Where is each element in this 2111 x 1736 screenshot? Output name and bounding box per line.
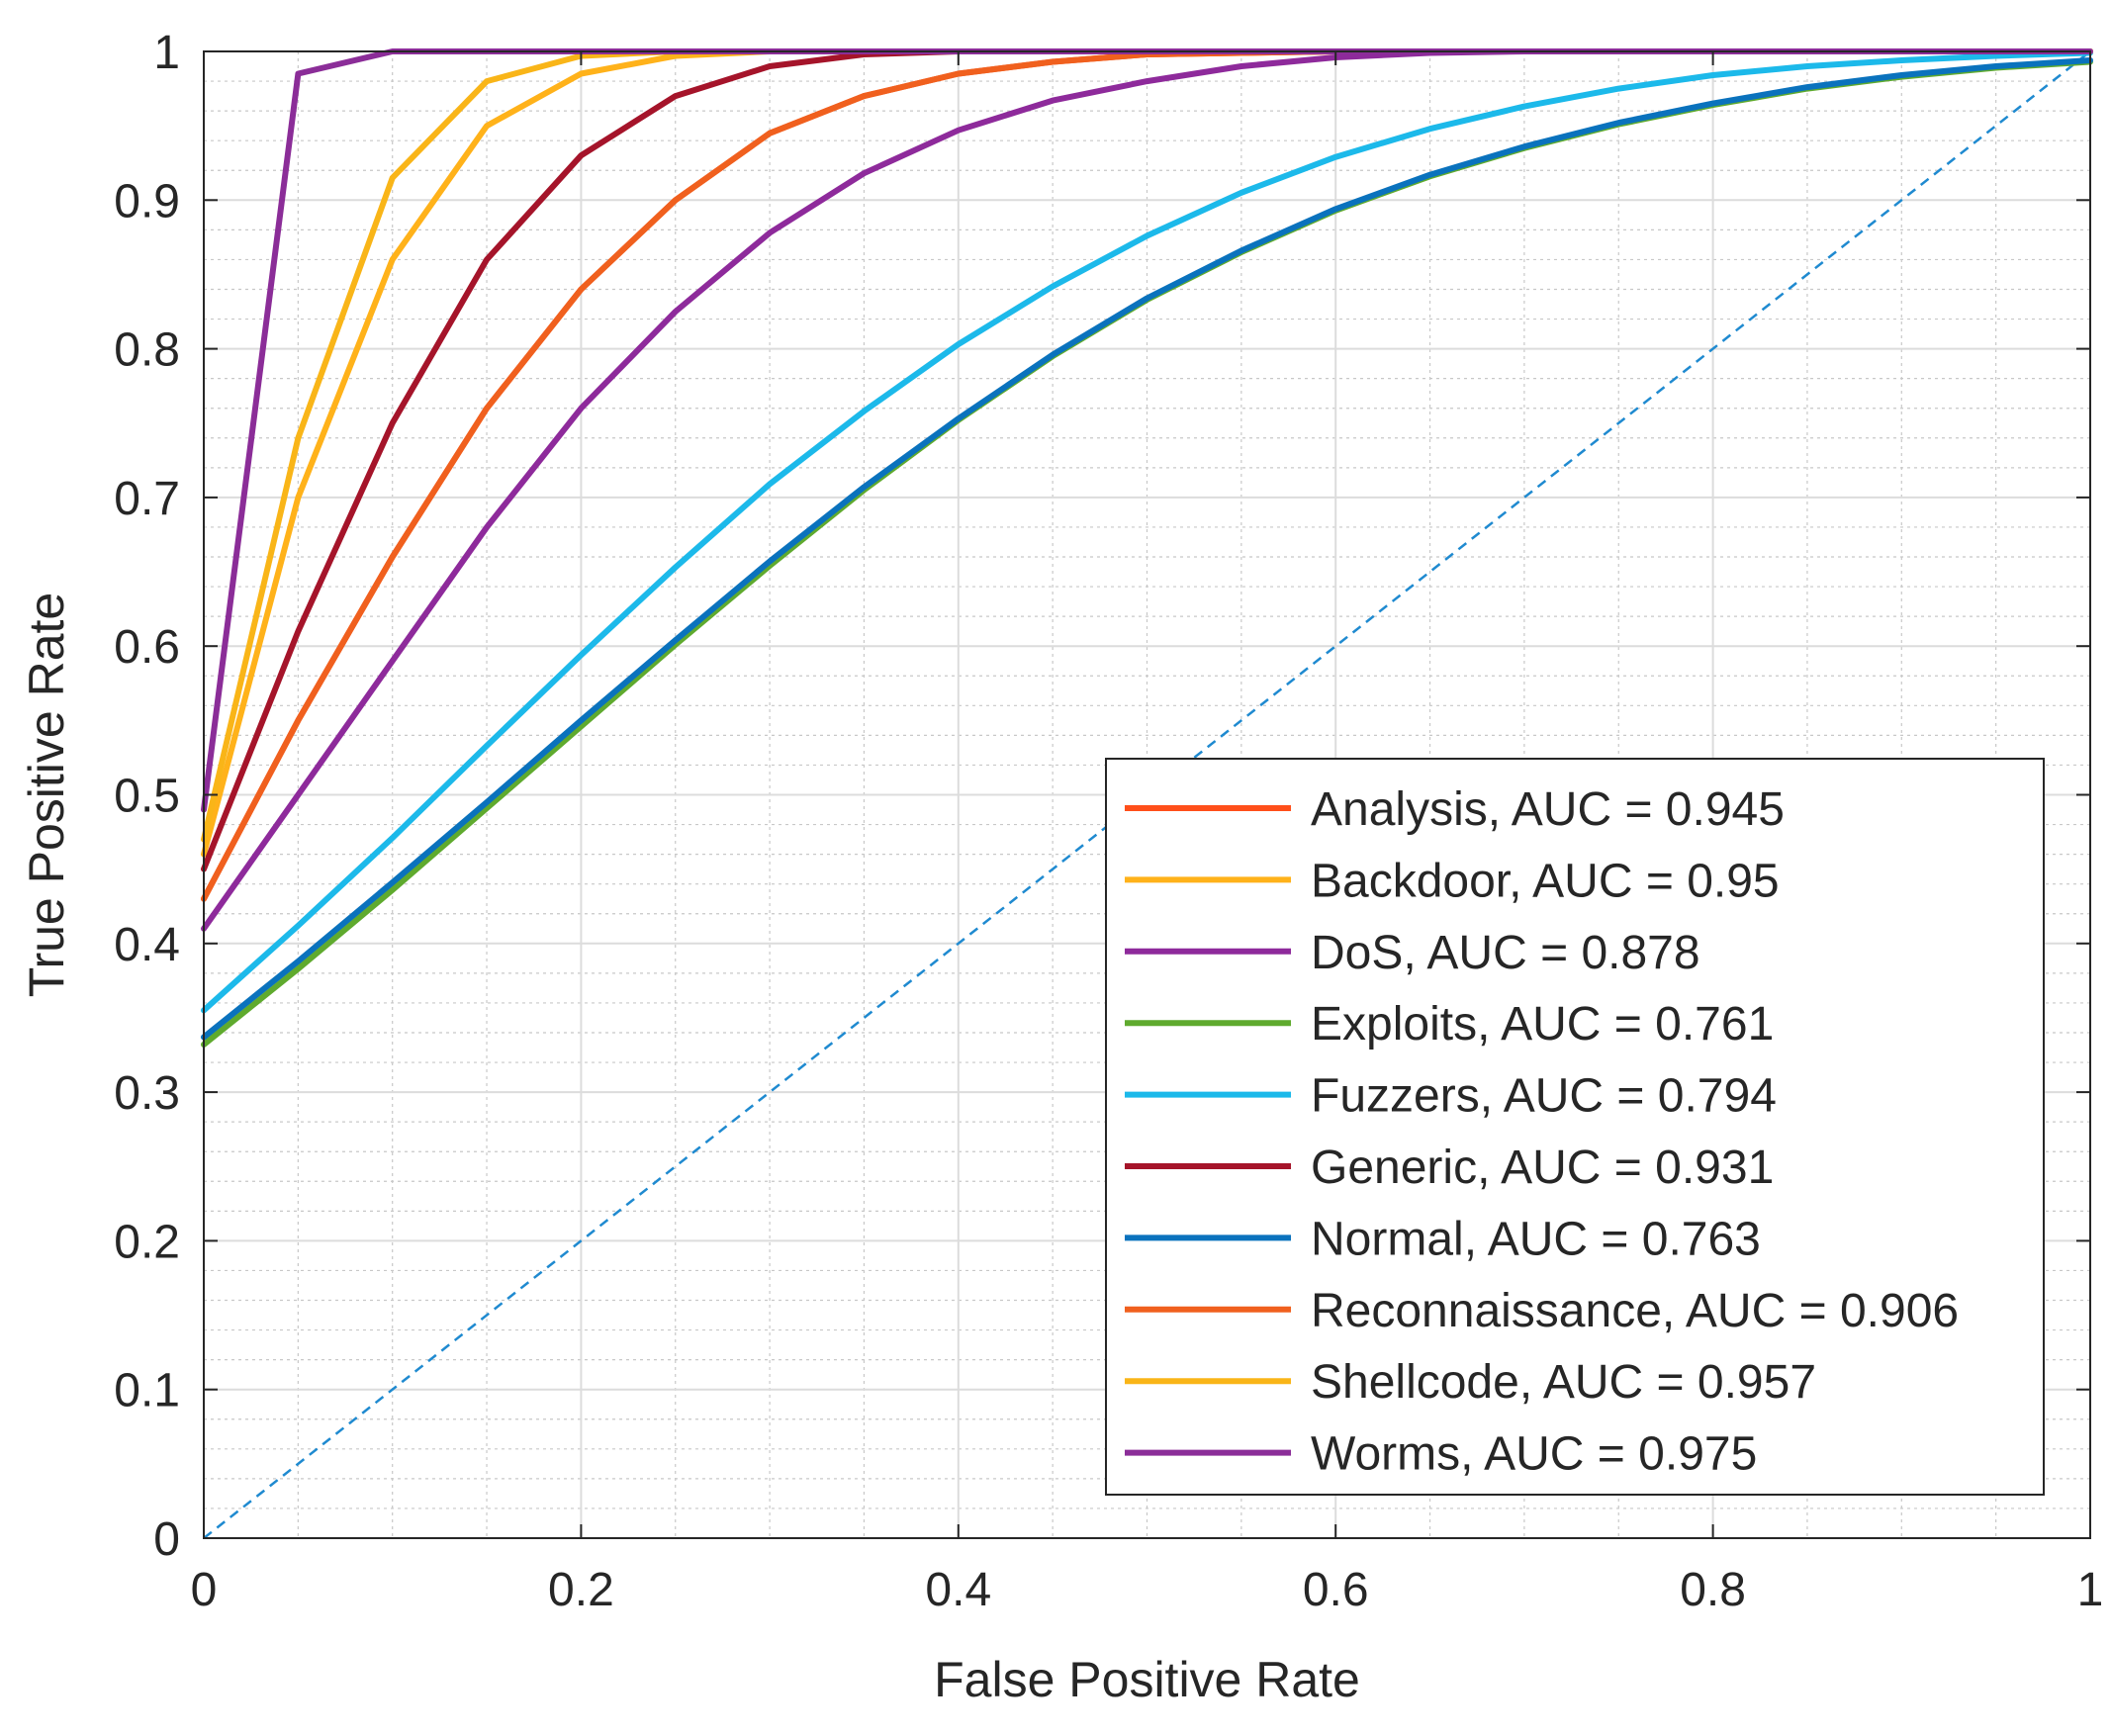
y-tick-label: 0.1 [114, 1365, 180, 1417]
x-tick-label: 0.8 [1680, 1564, 1746, 1616]
legend-label-7: Reconnaissance, AUC = 0.906 [1311, 1285, 1959, 1337]
x-tick-label: 0.6 [1303, 1564, 1369, 1616]
legend-label-8: Shellcode, AUC = 0.957 [1311, 1356, 1816, 1409]
y-tick-label: 0.3 [114, 1067, 180, 1120]
y-tick-label: 0.7 [114, 473, 180, 525]
series-line-4 [201, 49, 2093, 1014]
y-axis-label: True Positive Rate [19, 593, 74, 997]
legend: Analysis, AUC = 0.945 Backdoor, AUC = 0.9… [1105, 758, 2045, 1496]
legend-label-0: Analysis, AUC = 0.945 [1311, 783, 1785, 836]
legend-label-2: DoS, AUC = 0.878 [1311, 927, 1700, 979]
x-tick-label: 0.4 [925, 1564, 991, 1616]
x-tick-label: 1 [2077, 1564, 2104, 1616]
y-tick-label: 1 [153, 27, 180, 79]
x-tick-label: 0 [191, 1564, 218, 1616]
legend-label-3: Exploits, AUC = 0.761 [1311, 998, 1774, 1051]
series-line-6 [201, 57, 2093, 1041]
x-axis-label: False Positive Rate [934, 1652, 1360, 1707]
legend-label-6: Normal, AUC = 0.763 [1311, 1213, 1761, 1265]
y-tick-label: 0 [153, 1513, 180, 1566]
y-tick-label: 0.8 [114, 324, 180, 377]
y-tick-label: 0.9 [114, 175, 180, 228]
y-tick-label: 0.2 [114, 1216, 180, 1268]
legend-label-9: Worms, AUC = 0.975 [1311, 1428, 1757, 1481]
ticks-layer [203, 50, 2091, 1539]
legend-label-5: Generic, AUC = 0.931 [1311, 1142, 1774, 1194]
x-tick-label: 0.2 [548, 1564, 614, 1616]
tick-labels: 0 0.2 0.4 0.6 0.8 1 0 0.1 0.2 0.3 0.4 0.5 0.6 0.7 0.8 0… [114, 27, 2103, 1616]
y-tick-label: 0.5 [114, 771, 180, 823]
legend-label-1: Backdoor, AUC = 0.95 [1311, 855, 1780, 907]
y-tick-label: 0.6 [114, 621, 180, 674]
y-tick-label: 0.4 [114, 919, 180, 971]
legend-label-4: Fuzzers, AUC = 0.794 [1311, 1070, 1777, 1123]
